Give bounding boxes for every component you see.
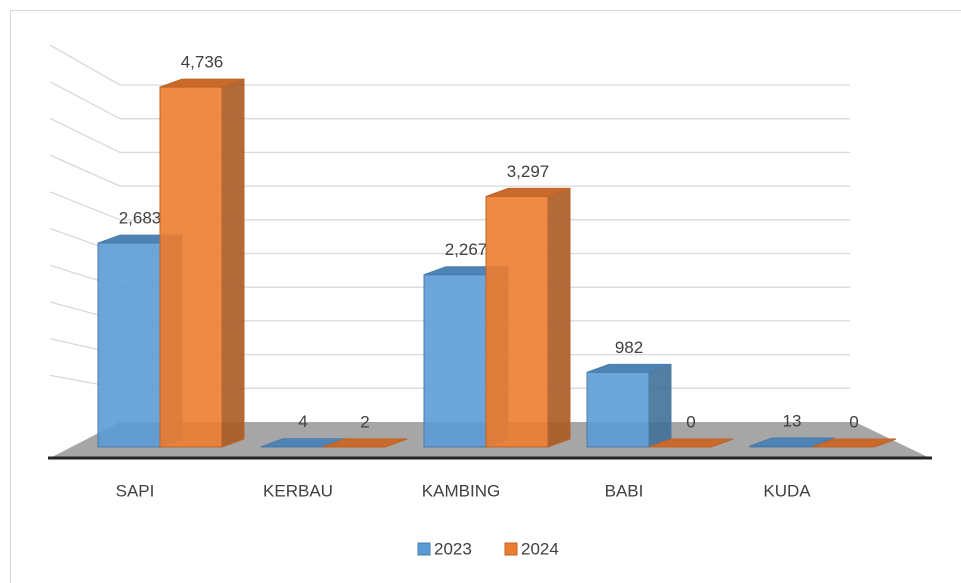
bar-top bbox=[811, 438, 897, 448]
grid-line-side bbox=[49, 81, 121, 120]
data-label: 2 bbox=[360, 412, 369, 431]
bar bbox=[159, 86, 223, 448]
bar bbox=[485, 195, 549, 448]
bar-top bbox=[648, 438, 734, 448]
bar-side bbox=[648, 363, 672, 448]
bar bbox=[423, 274, 487, 448]
legend-label: 2023 bbox=[434, 539, 472, 558]
legend-swatch bbox=[504, 542, 518, 556]
x-tick-label: KUDA bbox=[763, 481, 811, 500]
data-label: 3,297 bbox=[507, 162, 550, 181]
data-label: 4,736 bbox=[181, 53, 224, 72]
data-label: 4 bbox=[298, 412, 307, 431]
data-label: 0 bbox=[686, 412, 695, 431]
data-label: 13 bbox=[783, 411, 802, 430]
legend-label: 2024 bbox=[521, 539, 559, 558]
data-label: 2,267 bbox=[445, 240, 488, 259]
grid-line-side bbox=[49, 191, 121, 221]
data-label: 0 bbox=[849, 412, 858, 431]
bar bbox=[97, 242, 161, 448]
grid-line-side bbox=[49, 117, 121, 153]
x-tick-label: SAPI bbox=[116, 481, 155, 500]
grid-line-side bbox=[49, 44, 121, 86]
x-tick-label: KERBAU bbox=[263, 481, 333, 500]
bar bbox=[749, 445, 813, 448]
grid-line-side bbox=[49, 154, 121, 187]
bar-side bbox=[221, 78, 245, 448]
bar-side bbox=[547, 187, 571, 448]
data-label: 982 bbox=[615, 338, 643, 357]
x-tick-label: BABI bbox=[605, 481, 644, 500]
data-label: 2,683 bbox=[119, 209, 162, 228]
x-tick-label: KAMBING bbox=[422, 481, 500, 500]
bar bbox=[586, 371, 650, 448]
legend-swatch bbox=[417, 542, 431, 556]
